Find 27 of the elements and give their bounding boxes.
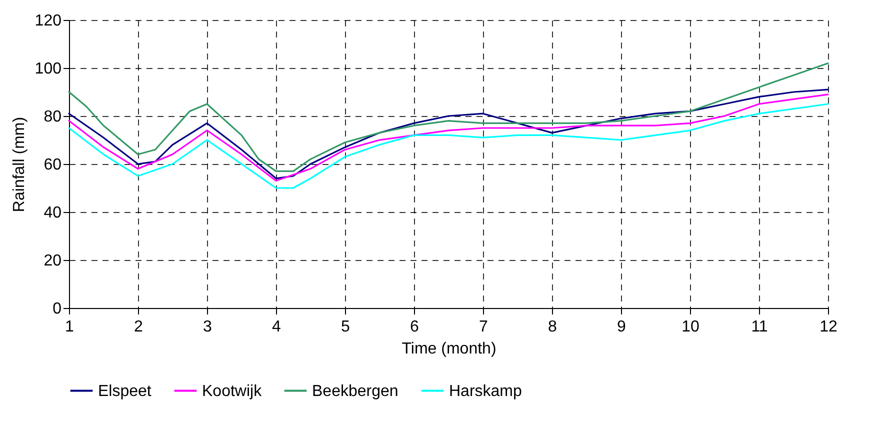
x-tick-label: 10 <box>682 318 700 336</box>
legend-label: Kootwijk <box>202 382 263 400</box>
x-tick-label: 7 <box>479 318 488 336</box>
y-axis-title: Rainfall (mm) <box>10 116 28 212</box>
x-axis-title: Time (month) <box>402 340 496 358</box>
y-tick-label: 20 <box>44 252 62 270</box>
x-tick-label: 4 <box>272 318 282 336</box>
y-tick-label: 40 <box>44 204 62 222</box>
x-tick-label: 3 <box>203 318 212 336</box>
legend-label: Elspeet <box>98 382 152 400</box>
x-tick-label: 6 <box>410 318 420 336</box>
x-tick-label: 5 <box>341 318 350 336</box>
line-series <box>68 62 829 172</box>
line-series <box>68 103 829 189</box>
x-tick-label: 12 <box>820 318 838 336</box>
y-tick-label: 80 <box>44 108 62 126</box>
x-tick-label: 11 <box>751 318 768 336</box>
x-tick-label: 9 <box>617 318 626 336</box>
legend-label: Harskamp <box>449 382 522 400</box>
y-tick-label: 120 <box>34 12 62 30</box>
x-tick-label: 2 <box>134 318 144 336</box>
x-tick-label: 8 <box>548 318 558 336</box>
x-tick-label: 1 <box>65 318 74 336</box>
legend-label: Beekbergen <box>312 382 398 400</box>
y-tick-label: 60 <box>44 156 62 174</box>
y-tick-label: 100 <box>34 60 62 78</box>
y-tick-label: 0 <box>52 300 62 318</box>
